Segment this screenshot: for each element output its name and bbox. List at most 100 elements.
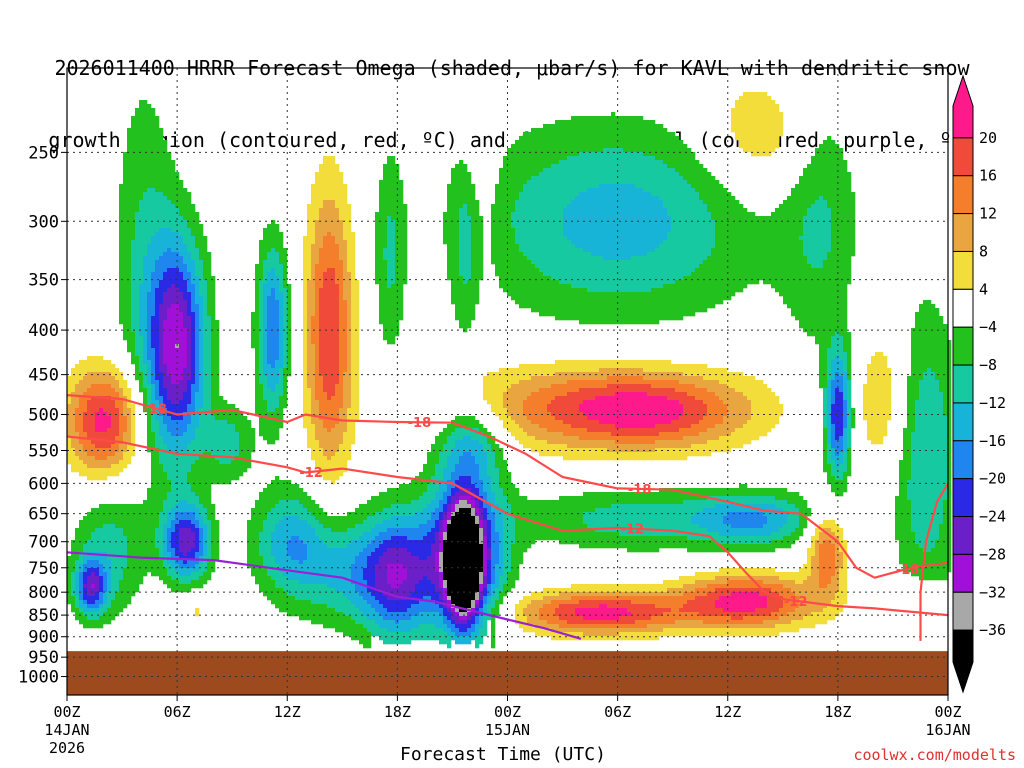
omega-cell — [779, 572, 784, 581]
omega-cell — [667, 608, 672, 613]
x-tick-label: 12Z — [274, 703, 301, 721]
omega-cell — [599, 432, 604, 441]
omega-cell — [179, 552, 184, 561]
omega-cell — [159, 416, 164, 437]
omega-cell — [707, 624, 712, 629]
omega-cell — [395, 564, 400, 589]
omega-cell — [599, 628, 604, 637]
omega-cell — [159, 304, 164, 373]
omega-cell — [675, 596, 680, 621]
omega-cell — [567, 592, 572, 601]
omega-cell — [263, 488, 268, 521]
omega-cell — [267, 388, 272, 413]
omega-cell — [467, 452, 472, 477]
x-tick-label: 06Z — [604, 703, 631, 721]
omega-cell — [583, 624, 588, 629]
omega-cell — [587, 116, 592, 153]
omega-cell — [755, 588, 760, 593]
omega-cell — [759, 608, 764, 617]
omega-cell — [127, 128, 132, 353]
omega-cell — [327, 608, 332, 629]
omega-cell — [183, 512, 188, 521]
omega-cell — [207, 560, 212, 581]
omega-cell — [511, 420, 516, 437]
omega-cell — [395, 612, 400, 625]
omega-cell — [615, 148, 620, 185]
omega-cell — [115, 392, 120, 409]
omega-cell — [491, 452, 496, 493]
omega-cell — [195, 608, 200, 617]
omega-cell — [627, 452, 632, 461]
omega-cell — [811, 536, 816, 557]
omega-cell — [167, 528, 172, 553]
omega-cell — [103, 612, 108, 625]
credit-link[interactable]: coolwx.com/modelts — [853, 746, 1016, 764]
omega-cell — [727, 568, 732, 577]
omega-cell — [683, 276, 688, 317]
omega-cell — [627, 360, 632, 369]
omega-cell — [803, 564, 808, 581]
omega-cell — [271, 508, 276, 533]
omega-cell — [199, 564, 204, 577]
omega-cell — [171, 520, 176, 533]
omega-cell — [463, 428, 468, 437]
omega-cell — [587, 512, 592, 529]
omega-cell — [307, 512, 312, 525]
omega-cell — [187, 228, 192, 253]
omega-cell — [271, 268, 276, 289]
omega-cell — [167, 268, 172, 289]
omega-cell — [903, 428, 908, 573]
omega-cell — [423, 560, 428, 577]
omega-cell — [179, 272, 184, 293]
omega-cell — [315, 536, 320, 585]
omega-cell — [455, 636, 460, 645]
omega-cell — [359, 524, 364, 537]
omega-cell — [599, 600, 604, 605]
omega-cell — [599, 592, 604, 597]
omega-cell — [263, 520, 268, 569]
omega-cell — [615, 368, 620, 377]
omega-cell — [387, 564, 392, 585]
omega-cell — [631, 360, 636, 369]
omega-cell — [379, 544, 384, 557]
omega-cell — [727, 612, 732, 617]
omega-cell — [687, 364, 692, 377]
omega-cell — [683, 628, 688, 637]
omega-cell — [255, 500, 260, 585]
omega-cell — [827, 380, 832, 445]
omega-cell — [467, 636, 472, 645]
omega-cell — [947, 340, 952, 573]
colorbar-bin — [952, 175, 974, 215]
omega-cell — [611, 368, 616, 377]
omega-cell — [335, 532, 340, 549]
omega-cell — [755, 568, 760, 577]
omega-cell — [579, 632, 584, 641]
omega-cell — [743, 536, 748, 545]
omega-cell — [639, 428, 644, 437]
omega-cell — [131, 116, 136, 241]
omega-cell — [763, 524, 768, 537]
omega-cell — [771, 540, 776, 553]
omega-cell — [851, 408, 856, 429]
omega-cell — [731, 628, 736, 637]
omega-cell — [627, 428, 632, 437]
omega-cell — [687, 428, 692, 437]
omega-cell — [707, 428, 712, 441]
omega-cell — [319, 540, 324, 585]
omega-cell — [619, 116, 624, 149]
omega-cell — [83, 600, 88, 605]
colorbar-label: −36 — [979, 621, 1006, 639]
omega-cell — [695, 400, 700, 425]
omega-cell — [163, 292, 168, 321]
omega-cell — [575, 372, 580, 381]
omega-cell — [563, 588, 568, 593]
omega-cell — [107, 608, 112, 625]
omega-cell — [347, 544, 352, 601]
omega-cell — [83, 544, 88, 557]
omega-cell — [131, 504, 136, 597]
omega-cell — [483, 452, 488, 493]
omega-cell — [627, 444, 632, 453]
omega-cell — [627, 116, 632, 153]
omega-cell — [851, 192, 856, 257]
omega-cell — [427, 556, 432, 581]
